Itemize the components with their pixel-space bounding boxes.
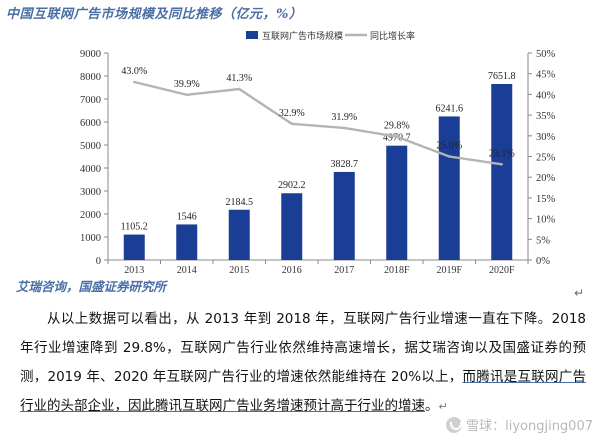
bar-series (123, 84, 513, 260)
paragraph-mark: ↵ (574, 286, 585, 300)
chart-legend: 互联网广告市场规模 同比增长率 (246, 30, 415, 42)
bar-label-2019F: 6241.6 (436, 103, 464, 114)
x-tick-label: 2019F (436, 265, 462, 275)
chart: 互联网广告市场规模 同比增长率 0 1000 2000 3000 4000 5000 6000… (80, 30, 556, 275)
legend-bar-swatch (246, 31, 258, 39)
x-tick-label: 2017 (334, 265, 354, 275)
x-tick-label: 2020F (489, 265, 515, 275)
y2-tick-label: 20% (536, 173, 556, 184)
x-tick-label: 2013 (124, 265, 144, 275)
growth-rate-line (133, 80, 502, 166)
bar-2020F (491, 84, 513, 260)
chart-source: 艾瑞咨询，国盛证券研究所 (16, 279, 167, 294)
watermark-text: 雪球：liyongjing007 (466, 419, 593, 434)
body-paragraph: 从以上数据可以看出，从 2013 年到 2018 年，互联网广告行业增速一直在下… (20, 305, 586, 421)
line-label-2019F: 25.0% (436, 141, 462, 152)
line-label-2014: 39.9% (174, 79, 200, 90)
bar-2018F (386, 145, 408, 260)
bar-2016 (281, 193, 303, 260)
y2-tick-label: 30% (536, 132, 556, 143)
bar-2013 (123, 234, 145, 260)
bar-2014 (176, 224, 198, 260)
watermark: 雪球：liyongjing007 (446, 415, 593, 434)
x-tick-label: 2015 (229, 265, 249, 275)
y2-tick-label: 50% (536, 49, 556, 60)
bar-label-2015: 2184.5 (226, 197, 254, 208)
x-tick-label: 2016 (282, 265, 302, 275)
line-point-2017 (343, 126, 346, 130)
line-labels: 43.0% 39.9% 41.3% 32.9% 31.9% 29.8% 25.0% 23.1% (121, 66, 514, 159)
y2-tick-label: 40% (536, 90, 556, 101)
line-point-2014 (185, 93, 188, 97)
bar-2015 (228, 209, 250, 260)
chart-title: 中国互联网广告市场规模及同比推移（亿元，%） (6, 7, 303, 22)
bar-label-2014: 1546 (177, 211, 197, 222)
bar-2019F (438, 116, 460, 260)
bar-label-2020F: 7651.8 (488, 71, 516, 82)
y-tick-label: 9000 (80, 49, 101, 60)
line-point-2018F (395, 135, 398, 138)
line-point-2015 (238, 87, 241, 91)
line-label-2013: 43.0% (121, 66, 147, 77)
body-text-1: 从以上数据可以看出，从 2013 年到 2018 年，互联网广告行业增速一直在下… (20, 311, 586, 385)
line-label-2016: 32.9% (279, 108, 305, 119)
line-label-2015: 41.3% (226, 73, 252, 84)
bar-label-2018F: 4970.7 (383, 133, 411, 144)
y2-tick-label: 45% (536, 70, 556, 81)
y-tick-label: 5000 (80, 141, 101, 152)
line-point-2020F (500, 163, 503, 166)
line-label-2020F: 23.1% (489, 148, 515, 159)
y-tick-label: 7000 (80, 95, 101, 106)
legend-bar-label: 互联网广告市场规模 (262, 30, 343, 42)
line-series (133, 80, 503, 166)
bar-labels: 1105.2 1546 2184.5 2902.2 3828.7 4970.7 6241.6… (121, 71, 516, 233)
y-tick-label: 3000 (80, 187, 101, 198)
line-point-2016 (290, 122, 293, 125)
y2-tick-label: 35% (536, 111, 556, 122)
bar-label-2013: 1105.2 (121, 222, 148, 233)
y-tick-label: 2000 (80, 210, 101, 221)
y2-tick-label: 0% (536, 256, 550, 267)
y2-tick-label: 10% (536, 215, 556, 226)
y-tick-label: 1000 (80, 233, 101, 244)
line-label-2018F: 29.8% (384, 121, 410, 132)
y-tick-label: 0 (96, 256, 101, 267)
y-tick-label: 6000 (80, 118, 101, 129)
y2-tick-label: 5% (536, 235, 550, 246)
bar-label-2017: 3828.7 (331, 159, 359, 170)
snowball-logo-icon (446, 416, 463, 433)
body-text-underlined: 而腾讯是互联网广告行业的头部企业，因此腾讯互联网广告业务增速预计高于行业的增速 (20, 369, 587, 414)
bar-label-2016: 2902.2 (278, 180, 306, 191)
body-text-3: 。 (425, 398, 439, 414)
line-point-2019F (448, 155, 451, 158)
y-tick-label: 4000 (80, 164, 101, 175)
y2-tick-label: 25% (536, 153, 556, 164)
x-tick-label: 2018F (384, 265, 410, 275)
line-point-2013 (133, 80, 136, 84)
x-tick-label: 2014 (177, 265, 197, 275)
y2-tick-label: 15% (536, 194, 556, 205)
y-tick-label: 8000 (80, 72, 101, 83)
bar-2017 (333, 171, 355, 260)
paragraph-mark-end: ↵ (438, 400, 448, 413)
line-label-2017: 31.9% (331, 112, 357, 123)
legend-line-label: 同比增长率 (370, 30, 415, 42)
